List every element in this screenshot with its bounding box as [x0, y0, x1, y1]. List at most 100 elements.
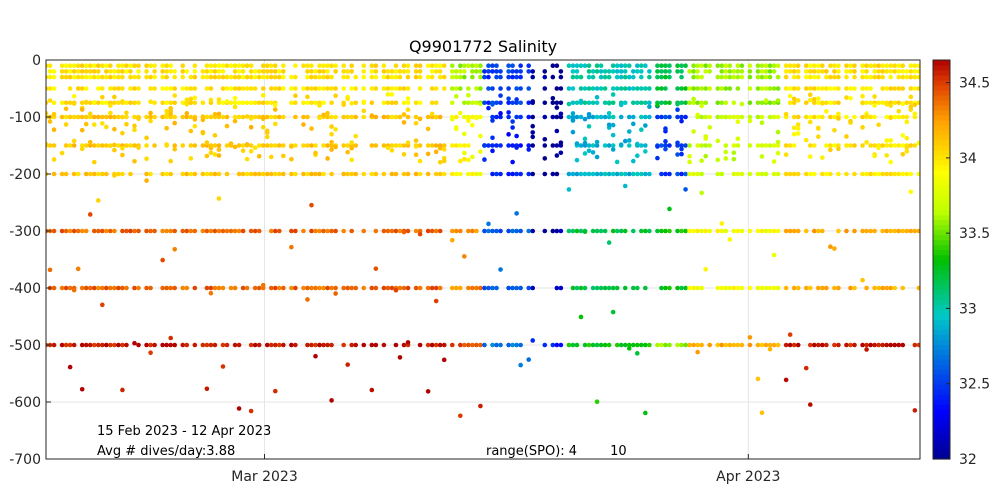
data-point — [848, 86, 853, 91]
data-point — [466, 143, 471, 148]
data-point — [816, 96, 821, 101]
data-point — [832, 285, 837, 291]
data-point — [405, 86, 411, 91]
data-point — [679, 69, 684, 74]
data-point — [908, 74, 914, 80]
data-point — [586, 69, 592, 74]
data-point — [87, 111, 93, 117]
colorbar-swatch — [933, 284, 950, 291]
data-point — [244, 74, 250, 80]
data-point — [59, 63, 65, 68]
data-point — [482, 69, 487, 74]
data-point — [164, 171, 169, 177]
data-point — [116, 114, 121, 120]
data-point — [679, 100, 684, 106]
data-point — [401, 229, 407, 235]
data-point — [124, 100, 129, 106]
data-point — [490, 86, 495, 91]
data-point — [216, 285, 222, 291]
data-point — [755, 69, 761, 74]
data-point — [832, 74, 837, 80]
data-point — [586, 124, 592, 129]
data-point — [518, 362, 523, 368]
data-point — [486, 63, 491, 68]
data-point — [836, 116, 841, 121]
data-point — [46, 86, 49, 91]
data-point — [510, 171, 515, 177]
data-point — [333, 228, 338, 234]
data-point — [244, 171, 250, 177]
data-point — [719, 342, 725, 348]
data-point — [389, 92, 395, 97]
data-point — [184, 342, 190, 348]
colorbar-swatch — [933, 234, 950, 241]
data-point — [132, 127, 137, 133]
data-point — [703, 143, 708, 148]
data-point — [727, 285, 733, 291]
data-point — [618, 102, 624, 108]
data-point — [687, 159, 692, 165]
data-point — [313, 150, 318, 156]
data-point — [811, 63, 817, 68]
data-point — [626, 114, 632, 120]
data-point — [735, 114, 741, 120]
data-point — [87, 69, 93, 74]
data-point — [735, 74, 741, 80]
data-point — [518, 143, 523, 148]
data-point — [345, 149, 350, 155]
data-point — [232, 342, 238, 348]
data-point — [184, 86, 190, 91]
data-point — [723, 342, 729, 348]
data-point — [803, 228, 809, 234]
data-point — [880, 228, 885, 234]
data-point — [212, 74, 218, 80]
data-point — [876, 145, 881, 151]
data-point — [904, 100, 910, 106]
data-point — [63, 74, 69, 80]
data-point — [470, 342, 475, 348]
data-point — [723, 143, 729, 148]
data-point — [763, 69, 769, 74]
data-point — [373, 86, 379, 91]
data-point — [783, 143, 789, 148]
data-point — [787, 86, 793, 91]
data-point — [707, 63, 713, 68]
data-point — [675, 152, 680, 157]
data-point — [393, 114, 399, 120]
data-point — [256, 285, 262, 291]
data-point — [767, 228, 773, 234]
data-point — [71, 74, 77, 80]
data-point — [216, 74, 222, 80]
data-point — [449, 86, 455, 91]
data-point — [305, 86, 310, 91]
data-point — [148, 110, 153, 116]
data-point — [417, 116, 423, 122]
data-point — [385, 69, 391, 74]
data-point — [425, 126, 431, 132]
data-point — [232, 104, 238, 110]
x-axis: Mar 2023 Apr 2023 — [231, 454, 780, 485]
data-point — [397, 228, 403, 234]
data-point — [95, 74, 101, 80]
data-point — [204, 140, 210, 145]
data-point — [289, 100, 294, 106]
data-point — [582, 229, 588, 235]
data-point — [268, 171, 274, 177]
data-point — [289, 86, 294, 91]
data-point — [369, 69, 375, 74]
data-point — [244, 86, 250, 91]
data-point — [124, 228, 129, 234]
data-point — [820, 86, 825, 91]
data-point — [369, 387, 375, 393]
data-point — [361, 228, 367, 234]
data-point — [75, 86, 81, 91]
data-point — [900, 342, 906, 348]
data-point — [663, 114, 668, 120]
data-point — [305, 69, 310, 74]
data-point — [272, 285, 278, 291]
data-point — [759, 143, 765, 148]
data-point — [727, 74, 733, 80]
data-point — [811, 171, 817, 177]
data-point — [172, 143, 178, 148]
data-point — [655, 114, 660, 120]
